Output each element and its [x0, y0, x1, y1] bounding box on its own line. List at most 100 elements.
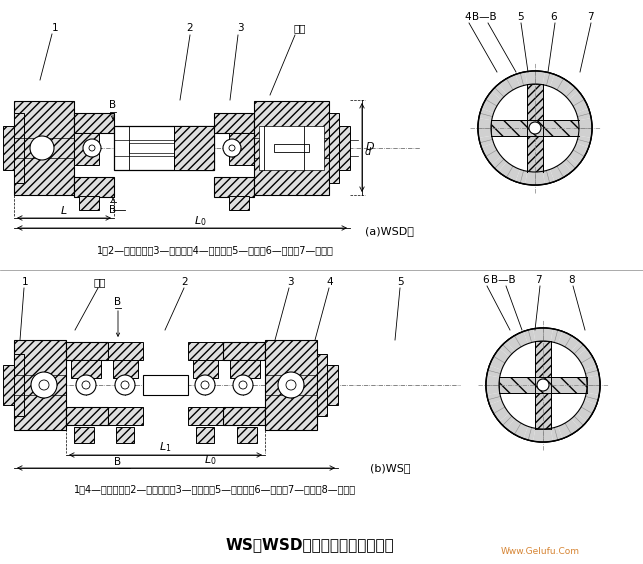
Bar: [174, 126, 214, 170]
Bar: [329, 113, 339, 183]
Circle shape: [195, 375, 215, 395]
Wedge shape: [494, 407, 509, 422]
Text: 5: 5: [517, 12, 523, 22]
Circle shape: [223, 139, 241, 157]
Circle shape: [537, 379, 549, 391]
Wedge shape: [487, 393, 502, 404]
Bar: [339, 126, 350, 170]
Wedge shape: [491, 156, 507, 171]
Bar: [108, 342, 143, 360]
Bar: [3, 126, 14, 170]
Bar: [74, 113, 114, 133]
Wedge shape: [500, 413, 514, 429]
Text: 2: 2: [186, 23, 194, 33]
Wedge shape: [523, 329, 536, 343]
Circle shape: [201, 381, 209, 389]
Bar: [214, 177, 254, 197]
Text: Www.Gelufu.Com: Www.Gelufu.Com: [500, 548, 579, 557]
Text: d: d: [365, 147, 371, 157]
Wedge shape: [489, 356, 505, 370]
Bar: [14, 340, 66, 430]
Bar: [14, 354, 24, 416]
Wedge shape: [514, 332, 528, 347]
Text: B—B: B—B: [472, 12, 496, 22]
Bar: [196, 427, 214, 443]
Bar: [193, 360, 218, 378]
Bar: [535, 341, 551, 429]
Wedge shape: [577, 407, 592, 422]
Wedge shape: [485, 91, 502, 106]
Bar: [3, 365, 14, 405]
Bar: [66, 342, 108, 360]
Circle shape: [286, 380, 296, 390]
Wedge shape: [581, 356, 597, 370]
Bar: [188, 407, 223, 425]
Bar: [114, 126, 214, 170]
Bar: [113, 360, 138, 378]
Bar: [14, 101, 74, 195]
Wedge shape: [543, 72, 554, 87]
Bar: [274, 144, 309, 152]
Wedge shape: [479, 108, 494, 120]
Wedge shape: [550, 426, 563, 441]
Wedge shape: [576, 135, 591, 148]
Text: WS、WSD型十字轴式万向联轴器: WS、WSD型十字轴式万向联轴器: [226, 537, 394, 553]
Text: 1、2—半联轴器；3—圆锥销；4—十字轴；5—销钉；6—套筒；7—圆柱销: 1、2—半联轴器；3—圆锥销；4—十字轴；5—销钉；6—套筒；7—圆柱销: [96, 245, 334, 255]
Bar: [71, 360, 101, 378]
Bar: [74, 133, 99, 165]
Wedge shape: [498, 162, 513, 177]
Wedge shape: [573, 99, 588, 113]
Wedge shape: [576, 108, 591, 120]
Bar: [491, 120, 579, 136]
Circle shape: [39, 380, 49, 390]
Bar: [317, 354, 327, 416]
Bar: [129, 143, 174, 153]
Bar: [229, 196, 249, 210]
Bar: [237, 427, 257, 443]
Bar: [188, 342, 223, 360]
Wedge shape: [550, 166, 563, 182]
Wedge shape: [563, 156, 579, 171]
Circle shape: [89, 145, 95, 151]
Circle shape: [115, 375, 135, 395]
Wedge shape: [525, 171, 535, 185]
Wedge shape: [581, 400, 597, 413]
Wedge shape: [478, 128, 492, 138]
Text: 1: 1: [51, 23, 59, 33]
Text: B: B: [114, 457, 122, 467]
Bar: [229, 133, 254, 165]
Wedge shape: [525, 71, 535, 85]
Bar: [74, 177, 114, 197]
Wedge shape: [578, 118, 592, 128]
Text: 标志: 标志: [294, 23, 306, 33]
Wedge shape: [479, 135, 494, 148]
Circle shape: [83, 139, 101, 157]
Wedge shape: [584, 365, 599, 377]
Wedge shape: [478, 118, 492, 128]
Wedge shape: [586, 375, 600, 385]
Text: (a)WSD型: (a)WSD型: [365, 226, 414, 236]
Wedge shape: [558, 332, 572, 347]
Text: L: L: [61, 206, 67, 216]
Text: $L_0$: $L_0$: [204, 453, 216, 467]
Wedge shape: [533, 428, 543, 442]
Circle shape: [486, 328, 600, 442]
Wedge shape: [506, 418, 521, 434]
Text: 2: 2: [182, 277, 188, 287]
Wedge shape: [565, 336, 579, 351]
Text: 8: 8: [568, 275, 575, 285]
Wedge shape: [557, 162, 572, 177]
Text: 3: 3: [237, 23, 243, 33]
Wedge shape: [543, 169, 554, 184]
Wedge shape: [498, 78, 513, 94]
Wedge shape: [558, 423, 572, 439]
Bar: [116, 427, 134, 443]
Wedge shape: [535, 71, 545, 85]
Bar: [143, 375, 188, 395]
Circle shape: [30, 136, 54, 160]
Text: B: B: [109, 100, 116, 110]
Bar: [259, 126, 324, 170]
Wedge shape: [487, 365, 502, 377]
Text: 7: 7: [535, 275, 541, 285]
Wedge shape: [557, 78, 572, 94]
